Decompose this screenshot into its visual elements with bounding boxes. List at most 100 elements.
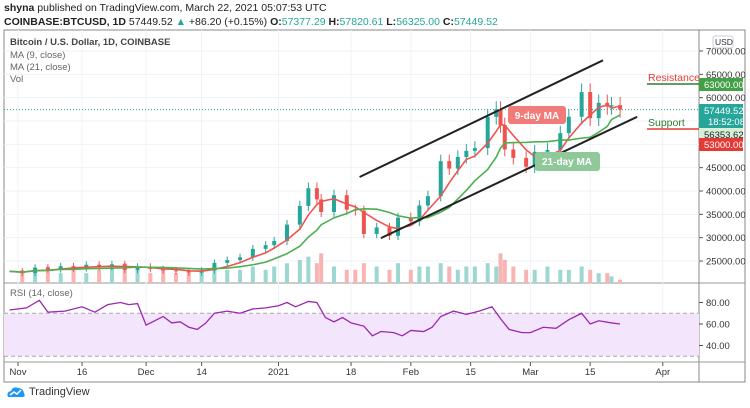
candle-body — [524, 157, 529, 167]
ma21-callout-box — [535, 152, 600, 171]
candle-body — [545, 149, 550, 152]
volume-bar — [438, 263, 443, 283]
volume-bar — [272, 266, 277, 283]
volume-bar — [353, 269, 358, 283]
resistance-price-label-bg — [699, 78, 743, 91]
tradingview-logo[interactable]: TradingView — [6, 386, 90, 398]
y-tick-label: 40000.00 — [706, 187, 746, 198]
volume-bar — [263, 269, 268, 283]
volume-bar — [314, 263, 319, 283]
x-tick-label: 2021 — [268, 367, 289, 378]
publish-date: published on TradingView.com, March 22, … — [37, 2, 327, 14]
volume-bar — [344, 269, 349, 283]
candle-body — [472, 148, 477, 151]
y-tick-label: 25000.00 — [706, 257, 746, 268]
candle-body — [225, 260, 230, 263]
support-label: Support — [648, 117, 685, 129]
candle-body — [455, 156, 460, 169]
legend-ma9: MA (9, close) — [10, 50, 66, 61]
currency-badge — [712, 35, 734, 49]
volume-bar — [447, 266, 452, 283]
candle-body — [494, 109, 499, 117]
candle-body — [212, 262, 217, 271]
volume-bar — [425, 266, 430, 283]
candle-body — [135, 266, 140, 270]
rsi-tick-label: 60.00 — [706, 320, 730, 331]
volume-bar — [212, 266, 217, 283]
volume-bar — [45, 266, 50, 283]
volume-bar — [596, 273, 601, 283]
x-tick-label: 15 — [465, 367, 476, 378]
up-arrow-icon: ▲ — [175, 16, 186, 28]
candle-body — [173, 270, 178, 272]
legend-vol: Vol — [10, 74, 24, 85]
candle-body — [464, 150, 469, 157]
volume-bar — [558, 269, 563, 283]
candle-body — [238, 257, 243, 261]
x-tick-label: 15 — [585, 367, 596, 378]
volume-bar — [58, 273, 63, 283]
ma9-callout-box — [508, 106, 566, 124]
volume-bar — [250, 266, 255, 283]
volume-bar — [502, 259, 507, 283]
candle-body — [609, 105, 614, 107]
candle-body — [361, 210, 366, 234]
volume-bar — [135, 269, 140, 283]
volume-bar — [618, 279, 623, 283]
high: 57820.61 — [339, 16, 384, 28]
change: +86.20 (+0.15%) — [188, 16, 268, 28]
candle-body — [272, 240, 277, 246]
ma21-callout: 21-day MA — [542, 157, 592, 168]
y-tick-label: 70000.00 — [706, 47, 746, 58]
price-pane — [9, 59, 638, 283]
rsi-band — [4, 313, 699, 357]
publish-info: shyna published on TradingView.com, Marc… — [4, 2, 327, 14]
ma9-line — [9, 104, 621, 274]
volume-bar — [173, 273, 178, 283]
volume-bar — [20, 269, 25, 283]
resistance-price-label: 63000.00 — [704, 80, 744, 91]
last-price-label: 57449.52 — [704, 106, 744, 117]
candle-body — [263, 245, 268, 249]
volume-bar — [225, 269, 230, 283]
y-tick-label: 45000.00 — [706, 163, 746, 174]
volume-bar — [472, 266, 477, 283]
candle-body — [186, 271, 191, 273]
tradingview-cloud-icon — [7, 387, 25, 397]
candle-body — [396, 217, 401, 236]
x-tick-label: Apr — [655, 367, 670, 378]
candle-body — [408, 217, 413, 222]
candle-body — [485, 116, 490, 149]
volume-bar — [408, 269, 413, 283]
volume-bar — [566, 269, 571, 283]
volume-bar — [285, 263, 290, 283]
volume-bar — [306, 256, 311, 283]
candle-body — [250, 248, 255, 258]
rsi-tick-label: 40.00 — [706, 341, 730, 352]
x-tick-label: Mar — [522, 367, 538, 378]
volume-bar — [84, 273, 89, 283]
x-tick-label: 16 — [77, 367, 88, 378]
volume-bar — [387, 269, 392, 283]
y-tick-label: 60000.00 — [706, 93, 746, 104]
trend-line — [380, 115, 638, 240]
candle-body — [498, 109, 503, 126]
last-price-label-countdown: 18:52:08 — [708, 117, 745, 128]
candle-body — [447, 161, 452, 169]
close: 57449.52 — [454, 16, 498, 28]
ma-price-label-bg — [699, 128, 743, 141]
candle-body — [297, 205, 302, 225]
volume-bar — [545, 266, 550, 283]
y-tick-label: 30000.00 — [706, 233, 746, 244]
ma21-line — [9, 114, 621, 274]
candle-body — [374, 227, 379, 234]
candle-body — [588, 92, 593, 119]
candle-body — [58, 266, 63, 270]
volume-bar — [109, 266, 114, 283]
volume-bar — [319, 253, 324, 283]
volume-bar — [148, 273, 153, 283]
volume-bar — [494, 266, 499, 283]
candle-body — [558, 133, 563, 150]
volume-bar — [238, 269, 243, 283]
